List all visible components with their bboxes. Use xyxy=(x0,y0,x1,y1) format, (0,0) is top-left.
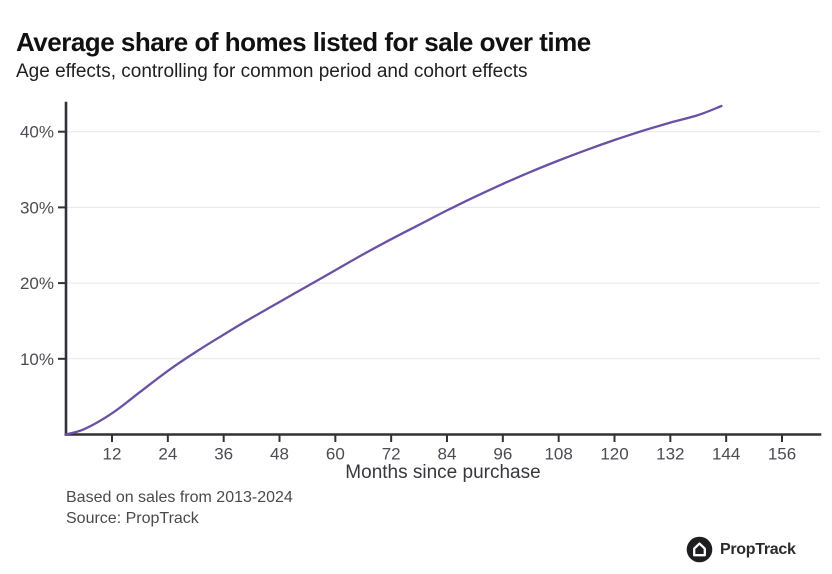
x-tick-label: 144 xyxy=(712,445,740,464)
x-tick-label: 60 xyxy=(326,445,345,464)
trend-line xyxy=(64,104,723,436)
footnotes: Based on sales from 2013-2024 Source: Pr… xyxy=(66,487,293,529)
x-axis-ticks: 12 24 36 48 60 72 84 96 108 120 132 144 156 xyxy=(103,434,796,464)
page-subtitle: Age effects, controlling for common peri… xyxy=(16,61,528,82)
page-title: Average share of homes listed for sale o… xyxy=(16,27,591,57)
y-tick-label: 40% xyxy=(20,123,54,142)
x-tick-label: 48 xyxy=(270,445,289,464)
x-axis-title: Months since purchase xyxy=(345,462,540,483)
y-tick-label: 20% xyxy=(20,274,54,293)
footnote-note: Based on sales from 2013-2024 xyxy=(66,489,293,506)
x-tick-label: 156 xyxy=(768,445,796,464)
y-tick-label: 10% xyxy=(20,350,54,369)
y-axis-ticks: 10% 20% 30% 40% xyxy=(20,123,66,369)
x-tick-label: 84 xyxy=(438,445,457,464)
x-tick-label: 24 xyxy=(158,445,177,464)
x-tick-label: 120 xyxy=(600,445,628,464)
gridlines xyxy=(66,131,820,360)
proptrack-logo-text: PropTrack xyxy=(720,540,796,558)
x-tick-label: 12 xyxy=(103,445,122,464)
x-tick-label: 108 xyxy=(544,445,572,464)
x-tick-label: 132 xyxy=(656,445,684,464)
proptrack-logo: PropTrack xyxy=(686,536,796,563)
footnote-source: Source: PropTrack xyxy=(66,510,199,527)
proptrack-house-icon xyxy=(686,536,713,563)
x-tick-label: 96 xyxy=(493,445,512,464)
x-tick-label: 72 xyxy=(382,445,401,464)
x-tick-label: 36 xyxy=(214,445,233,464)
y-tick-label: 30% xyxy=(20,198,54,217)
